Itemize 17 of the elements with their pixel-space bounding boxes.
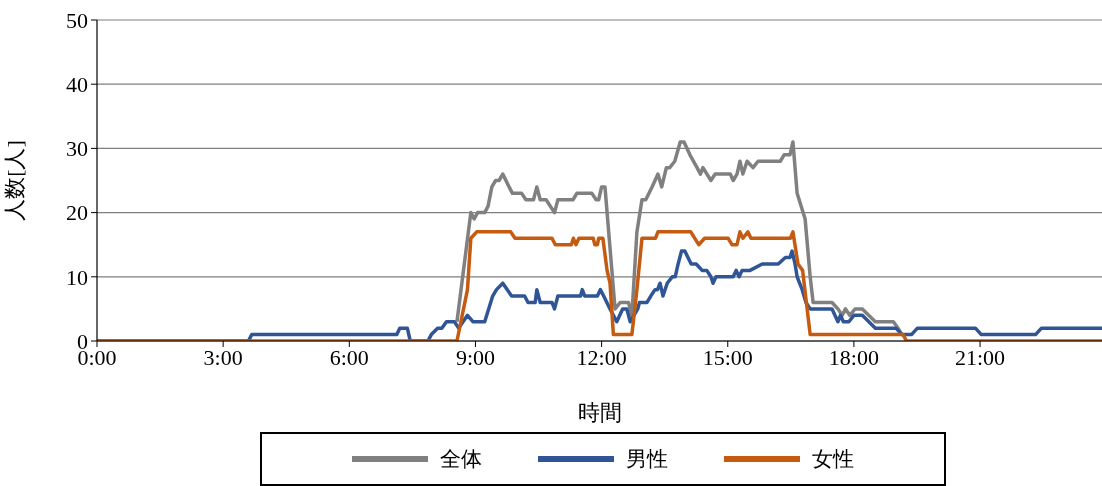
legend-label: 女性 — [812, 446, 854, 473]
y-tick-label: 50 — [66, 7, 88, 33]
x-tick-label: 15:00 — [702, 344, 753, 370]
y-tick-label: 30 — [66, 136, 88, 162]
y-tick-label: 40 — [66, 71, 88, 97]
x-tick-label: 18:00 — [828, 344, 879, 370]
y-tick-label: 20 — [66, 200, 88, 226]
y-tick-label: 10 — [66, 264, 88, 290]
x-tick-label: 3:00 — [203, 344, 243, 370]
legend-label: 全体 — [440, 446, 482, 473]
y-axis-title: 人数[人] — [1, 140, 27, 221]
x-tick-label: 21:00 — [954, 344, 1006, 370]
x-axis-title: 時間 — [577, 400, 622, 425]
x-tick-label: 12:00 — [576, 344, 627, 370]
x-tick-label: 9:00 — [455, 344, 496, 370]
legend-label: 男性 — [626, 446, 668, 473]
x-tick-label: 6:00 — [329, 344, 369, 370]
